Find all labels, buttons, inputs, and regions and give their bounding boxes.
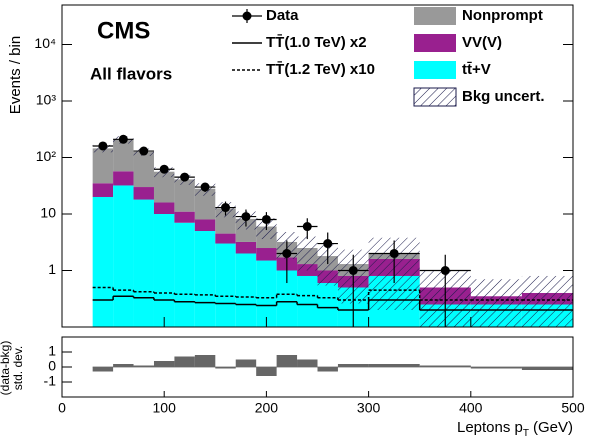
data-point <box>440 265 450 275</box>
legend-swatch <box>413 87 457 107</box>
plot-frame <box>61 4 574 328</box>
ratio-bar <box>194 355 216 367</box>
data-point <box>302 222 312 232</box>
legend-label: TT̄(1.2 TeV) x10 <box>266 60 375 78</box>
x-tick-label: 400 <box>459 400 483 416</box>
stack-segment <box>133 199 154 327</box>
stack-segment <box>174 222 195 327</box>
ratio-bar <box>470 367 522 369</box>
x-tick-label: 100 <box>153 400 177 416</box>
data-point <box>323 239 333 249</box>
data-point <box>118 134 128 144</box>
x-tick-label: 500 <box>561 400 585 416</box>
ratio-bar <box>174 356 195 367</box>
data-point <box>180 172 190 182</box>
ratio-bar <box>337 364 369 367</box>
uncertainty-band <box>470 279 522 327</box>
stack-segment <box>113 171 134 186</box>
stack-segment <box>113 139 134 172</box>
stack-segment <box>174 211 195 223</box>
ratio-bar <box>317 367 338 372</box>
stack-segment <box>153 202 175 214</box>
y-tick-label: 10⁴ <box>34 35 56 51</box>
ratio-bar <box>256 367 277 376</box>
x-tick-label: 300 <box>357 400 381 416</box>
cms-label: CMS <box>97 17 150 44</box>
data-point <box>389 248 399 258</box>
stack-segment <box>194 188 216 220</box>
legend-label: Bkg uncert. <box>462 88 545 105</box>
data-point <box>159 164 169 174</box>
stack-segment <box>133 152 154 188</box>
ratio-bar <box>235 359 257 367</box>
ratio-frame <box>61 336 574 398</box>
legend-label: tt̄+V <box>462 61 491 78</box>
legend-marker <box>242 11 252 21</box>
stack-segment <box>92 148 114 184</box>
legend-swatch <box>414 34 456 52</box>
y-tick-label: 10 <box>40 205 56 221</box>
data-point <box>221 203 231 213</box>
stack-segment <box>235 253 257 327</box>
ratio-y-tick-label: -1 <box>44 373 57 389</box>
ratio-bar <box>113 364 134 367</box>
stack-segment <box>215 243 236 327</box>
legend-label: Data <box>266 7 299 24</box>
data-point <box>98 141 108 151</box>
x-axis-label: Leptons pT (GeV) <box>457 419 573 439</box>
ratio-y-tick-label: 0 <box>48 358 56 374</box>
ratio-y-label: std. dev. <box>11 346 25 390</box>
channel-label: All flavors <box>90 64 172 83</box>
stack-segment <box>256 248 277 261</box>
ratio-bar <box>368 364 420 367</box>
stack-segment <box>276 270 298 327</box>
data-point <box>282 248 292 258</box>
uncertainty-band <box>521 275 573 327</box>
ratio-bar <box>153 361 175 367</box>
y-tick-label: 10³ <box>36 92 57 108</box>
stack-segment <box>92 196 114 327</box>
ratio-bar <box>419 365 471 367</box>
data-point <box>261 214 271 224</box>
legend-swatch <box>414 7 456 25</box>
stack-segment <box>194 219 216 232</box>
uncertainty-band <box>317 243 338 286</box>
ratio-bar <box>133 365 154 367</box>
ratio-bar <box>521 367 573 370</box>
ratio-y-label: (data-bkg) <box>0 341 12 396</box>
data-point <box>348 265 358 275</box>
ratio-bar <box>276 355 298 367</box>
x-tick-label: 200 <box>255 400 279 416</box>
legend-label: VV(V) <box>462 34 502 51</box>
stack-segment <box>235 241 257 254</box>
ratio-bar <box>215 367 236 369</box>
stack-segment <box>215 233 236 244</box>
stack-segment <box>153 213 175 327</box>
stack-segment <box>133 187 154 200</box>
stack-segment <box>113 185 134 327</box>
legend-swatch <box>414 61 456 79</box>
stack-segment <box>317 283 338 327</box>
legend-label: TT̄(1.0 TeV) x2 <box>266 33 367 51</box>
y-axis-label: Events / bin <box>7 36 24 114</box>
ratio-bar <box>92 367 114 372</box>
x-tick-label: 0 <box>58 400 66 416</box>
stack-segment <box>92 183 114 197</box>
stack-segment <box>153 171 175 203</box>
ratio-bar <box>297 359 318 367</box>
y-tick-label: 10² <box>36 148 57 164</box>
uncertainty-band <box>297 236 318 271</box>
y-tick-label: 1 <box>48 261 56 277</box>
stack-segment <box>256 260 277 327</box>
data-point <box>139 146 149 156</box>
stack-segment <box>297 275 318 327</box>
stack-segment <box>174 179 195 212</box>
data-point <box>241 212 251 222</box>
ratio-y-tick-label: 1 <box>48 343 56 359</box>
stack-segment <box>194 231 216 327</box>
legend-label: Nonprompt <box>462 7 543 24</box>
data-point <box>200 182 210 192</box>
